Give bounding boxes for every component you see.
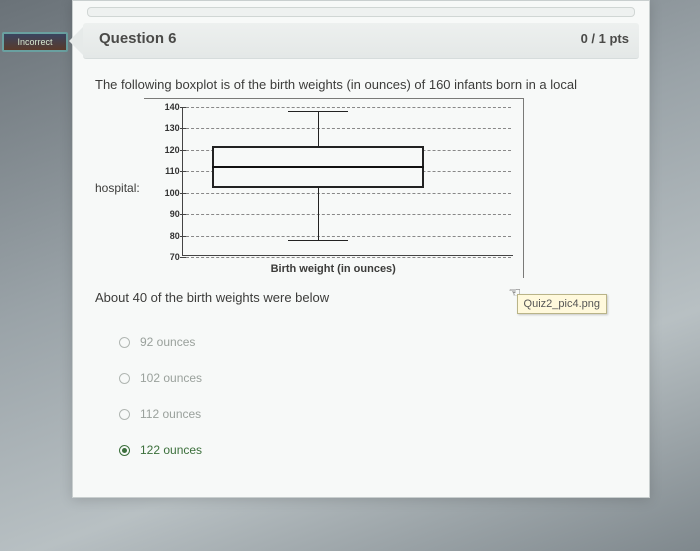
answer-option[interactable]: 92 ounces	[119, 335, 627, 349]
answer-option[interactable]: 122 ounces	[119, 443, 627, 457]
gridline	[186, 214, 511, 215]
y-tick-label: 90	[156, 209, 180, 219]
y-tick-label: 100	[156, 188, 180, 198]
radio-icon	[119, 373, 130, 384]
stem-hospital-prefix: hospital:	[95, 181, 140, 195]
question-body: The following boxplot is of the birth we…	[73, 59, 649, 457]
question-title: Question 6	[99, 30, 177, 47]
image-tooltip: Quiz2_pic4.png	[517, 294, 607, 314]
y-tick-label: 140	[156, 102, 180, 112]
question-header: Question 6 0 / 1 pts	[83, 23, 639, 59]
y-tick-label: 110	[156, 166, 180, 176]
gridline	[186, 236, 511, 237]
boxplot-median	[212, 166, 424, 168]
radio-icon	[119, 445, 130, 456]
y-tick-label: 130	[156, 123, 180, 133]
question-points: 0 / 1 pts	[581, 31, 629, 46]
incorrect-tag: Incorrect	[2, 32, 68, 52]
y-tick-label: 70	[156, 252, 180, 262]
stem-line-1: The following boxplot is of the birth we…	[95, 77, 627, 92]
card-topbar	[87, 7, 635, 17]
question-card: Question 6 0 / 1 pts The following boxpl…	[72, 0, 650, 498]
x-axis	[182, 255, 513, 256]
boxplot-chart: Birth weight (in ounces) 70 80 90 100 110 120…	[144, 98, 524, 278]
gridline	[186, 107, 511, 108]
answer-label: 122 ounces	[140, 443, 202, 457]
answer-label: 102 ounces	[140, 371, 202, 385]
gridline	[186, 128, 511, 129]
gridline	[186, 193, 511, 194]
y-tick-label: 120	[156, 145, 180, 155]
answer-list: 92 ounces 102 ounces 112 ounces 122 ounces	[95, 335, 627, 457]
y-tick-label: 80	[156, 231, 180, 241]
answer-label: 92 ounces	[140, 335, 195, 349]
x-axis-label: Birth weight (in ounces)	[144, 263, 523, 275]
radio-icon	[119, 409, 130, 420]
gridline	[186, 257, 511, 258]
answer-option[interactable]: 102 ounces	[119, 371, 627, 385]
answer-option[interactable]: 112 ounces	[119, 407, 627, 421]
radio-icon	[119, 337, 130, 348]
answer-label: 112 ounces	[140, 407, 201, 421]
